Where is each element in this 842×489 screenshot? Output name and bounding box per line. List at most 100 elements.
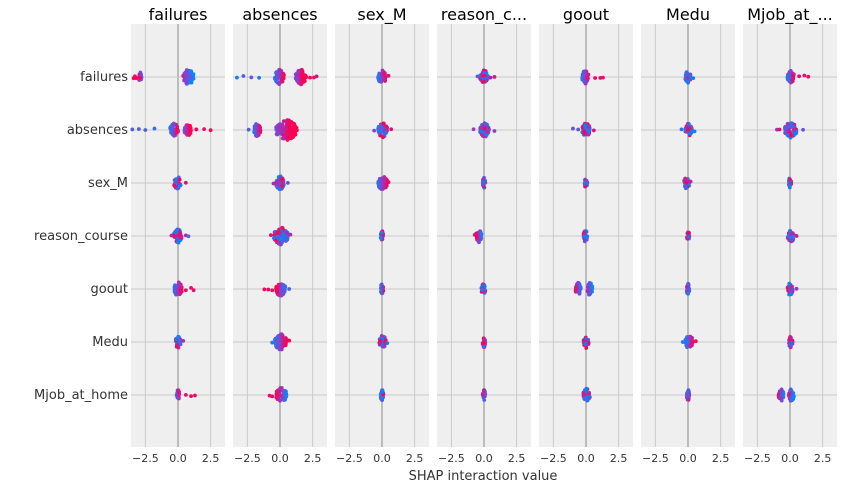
cell-absences-x-reason_course: [471, 121, 497, 139]
shap-point: [488, 75, 493, 80]
x-tick-label: 0.0: [373, 452, 391, 465]
shap-point: [571, 126, 575, 131]
shap-point: [791, 76, 795, 80]
shap-point: [379, 236, 384, 240]
shap-point: [284, 392, 289, 397]
shap-point: [472, 232, 477, 237]
shap-point: [181, 338, 186, 343]
cell-reason_course-x-sex_M: [378, 229, 386, 242]
shap-point: [478, 125, 483, 130]
x-tick-label: −2.5: [234, 452, 261, 465]
shap-point: [582, 78, 587, 83]
x-tick-label: 2.5: [304, 452, 322, 465]
shap-point: [385, 341, 390, 346]
shap-point: [478, 129, 483, 134]
shap-point: [384, 124, 389, 129]
shap-point: [281, 236, 286, 241]
shap-point: [492, 129, 497, 133]
shap-point: [174, 344, 179, 349]
shap-point: [295, 76, 299, 81]
shap-point: [258, 128, 262, 133]
panel-title: failures: [149, 5, 208, 24]
shap-point: [689, 338, 694, 343]
shap-point: [693, 339, 698, 344]
cell-Medu-x-Mjob_at_home: [787, 334, 795, 350]
shap-point: [283, 343, 288, 348]
shap-point: [376, 125, 381, 129]
cell-reason_course-x-failures: [169, 227, 191, 245]
shap-point: [380, 180, 385, 185]
shap-point: [787, 391, 791, 396]
shap-point: [295, 72, 300, 77]
shap-point: [136, 127, 141, 131]
shap-point: [383, 338, 388, 343]
shap-point: [779, 398, 784, 403]
cell-Mjob_at_home-x-sex_M: [378, 388, 386, 403]
shap-point: [202, 127, 207, 132]
shap-point: [685, 390, 690, 394]
x-tick-label: 0.0: [271, 452, 289, 465]
shap-point: [275, 288, 280, 293]
panel-Mjob_at_home: −2.5 0.0 2.5 Mjob_at_...: [743, 5, 837, 465]
cell-reason_course-x-absences: [268, 225, 293, 247]
shap-point: [249, 75, 254, 80]
shap-point: [684, 180, 689, 185]
shap-point: [790, 284, 794, 289]
shap-point: [787, 281, 792, 286]
shap-point: [781, 391, 786, 396]
shap-point: [278, 398, 282, 403]
shap-point: [580, 74, 585, 79]
shap-point: [787, 79, 792, 84]
shap-point: [189, 76, 193, 80]
shap-point: [680, 340, 685, 344]
shap-point: [378, 77, 383, 82]
x-tick-label: 2.5: [406, 452, 424, 465]
shap-point: [477, 240, 481, 245]
shap-point: [284, 120, 289, 124]
panel-reason_course: −2.5 0.0 2.5 reason_c...: [437, 5, 531, 465]
cell-Medu-x-absences: [270, 332, 292, 352]
shap-point: [379, 230, 384, 235]
cell-Mjob_at_home-x-reason_course: [480, 388, 488, 402]
x-tick-label: 2.5: [712, 452, 730, 465]
shap-point: [280, 136, 285, 141]
cell-sex_M-x-reason_course: [480, 175, 488, 190]
shap-point: [314, 74, 319, 79]
shap-point: [277, 234, 282, 239]
cell-goout-x-Medu: [685, 281, 692, 296]
cell-Medu-x-reason_course: [480, 336, 488, 350]
shap-point: [252, 130, 257, 135]
shap-point: [175, 124, 180, 129]
shap-point: [777, 127, 782, 132]
shap-point: [785, 133, 790, 137]
shap-point: [379, 395, 384, 400]
shap-point: [584, 338, 589, 343]
shap-point: [183, 70, 188, 75]
cell-absences-x-failures: [130, 121, 213, 138]
shap-point: [789, 288, 794, 293]
shap-point: [173, 230, 178, 235]
shap-point: [788, 133, 793, 138]
shap-point: [475, 74, 480, 79]
shap-point: [178, 288, 183, 293]
shap-point: [176, 291, 181, 296]
shap-point: [280, 240, 284, 245]
shap-point: [268, 233, 273, 238]
shap-point: [288, 232, 293, 237]
shap-point: [686, 291, 690, 296]
shap-point: [380, 68, 385, 73]
shap-point: [587, 124, 592, 129]
shap-point: [482, 389, 487, 394]
shap-point: [379, 176, 384, 181]
shap-point: [785, 76, 790, 81]
cell-reason_course-x-Medu: [684, 230, 692, 241]
shap-point: [175, 239, 180, 244]
shap-point: [191, 72, 196, 77]
cell-sex_M-x-Mjob_at_home: [786, 176, 794, 190]
x-tick-label: −2.5: [642, 452, 669, 465]
shap-point: [275, 337, 280, 342]
shap-point: [285, 180, 290, 185]
shap-point: [177, 177, 182, 182]
cell-failures-x-Mjob_at_home: [785, 69, 811, 85]
shap-point: [788, 179, 793, 184]
